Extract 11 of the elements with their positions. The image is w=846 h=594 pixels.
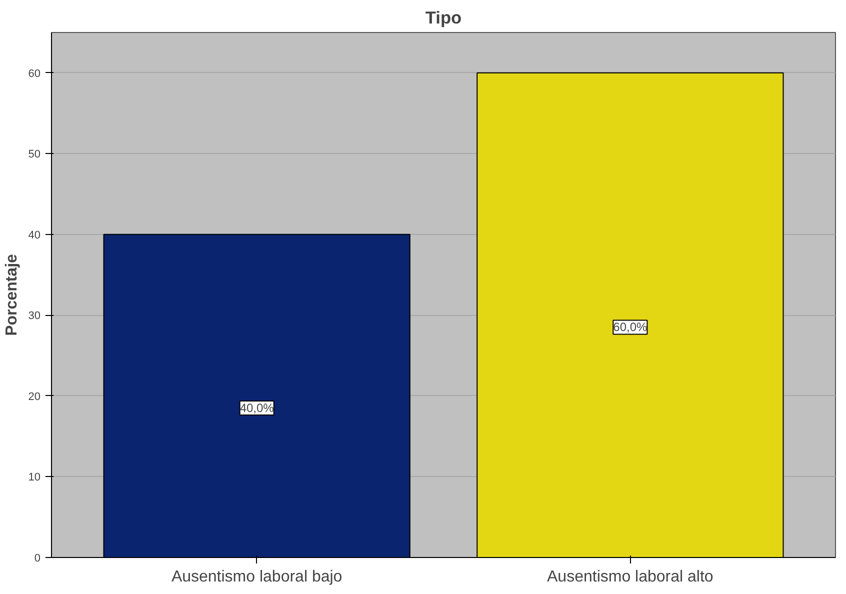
x-tick-label: Ausentismo laboral bajo bbox=[171, 568, 342, 586]
y-tick-label: 0 bbox=[34, 552, 41, 564]
y-tick-label: 40 bbox=[28, 229, 41, 242]
y-tick-label: 10 bbox=[28, 472, 41, 484]
y-tick-label: 60 bbox=[28, 68, 41, 80]
x-tick-label: Ausentismo laboral alto bbox=[547, 568, 714, 586]
y-tick-label: 30 bbox=[28, 310, 41, 322]
y-tick-label: 20 bbox=[28, 390, 41, 403]
y-tick-label: 50 bbox=[28, 148, 41, 161]
chart-title: Tipo bbox=[425, 8, 462, 28]
y-axis-title: Porcentaje bbox=[3, 254, 20, 336]
